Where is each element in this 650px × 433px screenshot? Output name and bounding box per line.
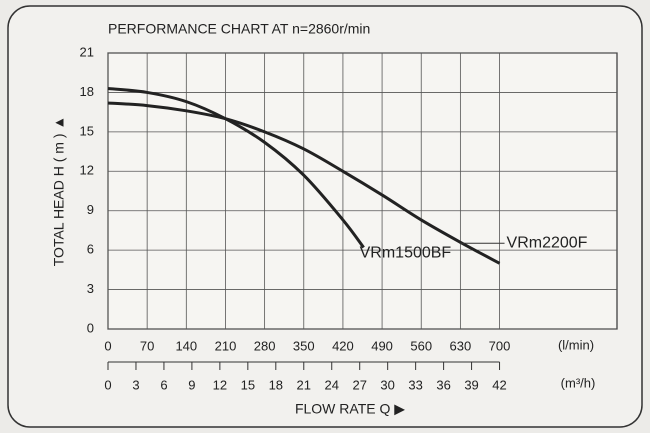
x-tick-label: 280 bbox=[254, 338, 276, 353]
x2-tick-label: 30 bbox=[380, 377, 394, 392]
x2-tick-label: 18 bbox=[269, 377, 283, 392]
y-tick-label: 15 bbox=[80, 123, 94, 138]
x-tick-label: 140 bbox=[175, 338, 197, 353]
x-tick-label: 350 bbox=[293, 338, 315, 353]
curve bbox=[107, 86, 365, 249]
x-tick-label: 490 bbox=[371, 338, 393, 353]
x2-tick-label: 3 bbox=[132, 377, 139, 392]
x-tick-label: 70 bbox=[140, 338, 154, 353]
y-tick-label: 0 bbox=[87, 320, 94, 335]
x2-tick-label: 6 bbox=[160, 377, 167, 392]
x-tick-label: 560 bbox=[410, 338, 432, 353]
x2-tick-label: 12 bbox=[213, 377, 227, 392]
x2-tick-label: 36 bbox=[436, 377, 450, 392]
x2-tick-label: 27 bbox=[352, 377, 366, 392]
series-label: VRm1500BF bbox=[360, 245, 452, 262]
x-tick-label: 0 bbox=[104, 338, 111, 353]
x-tick-label: 630 bbox=[450, 338, 472, 353]
x2-tick-label: 21 bbox=[297, 377, 311, 392]
curve bbox=[107, 101, 501, 265]
y-tick-label: 6 bbox=[87, 242, 94, 257]
x-tick-label: 700 bbox=[489, 338, 511, 353]
y-tick-label: 3 bbox=[87, 281, 94, 296]
x-tick-label: 210 bbox=[215, 338, 237, 353]
plot-area bbox=[107, 52, 618, 330]
x2-tick-label: 24 bbox=[325, 377, 339, 392]
x-axis-label: FLOW RATE Q ▶ bbox=[295, 401, 405, 417]
x2-tick-label: 33 bbox=[408, 377, 422, 392]
chart-title: PERFORMANCE CHART AT n=2860r/min bbox=[108, 21, 370, 37]
y-tick-label: 21 bbox=[80, 44, 94, 59]
x2-tick-label: 9 bbox=[188, 377, 195, 392]
x2-tick-label: 39 bbox=[464, 377, 478, 392]
x2-tick-label: 15 bbox=[241, 377, 255, 392]
x-unit: (l/min) bbox=[558, 337, 594, 352]
series-label: VRm2200F bbox=[507, 235, 588, 252]
y-tick-label: 12 bbox=[80, 163, 94, 178]
y-axis-label: TOTAL HEAD H ( m ) ▲ bbox=[51, 116, 67, 267]
x-tick-label: 420 bbox=[332, 338, 354, 353]
x2-unit: (m³/h) bbox=[561, 375, 596, 390]
y-tick-label: 9 bbox=[87, 202, 94, 217]
y-tick-label: 18 bbox=[80, 84, 94, 99]
x2-tick-label: 0 bbox=[104, 377, 111, 392]
x2-tick-label: 42 bbox=[492, 377, 506, 392]
